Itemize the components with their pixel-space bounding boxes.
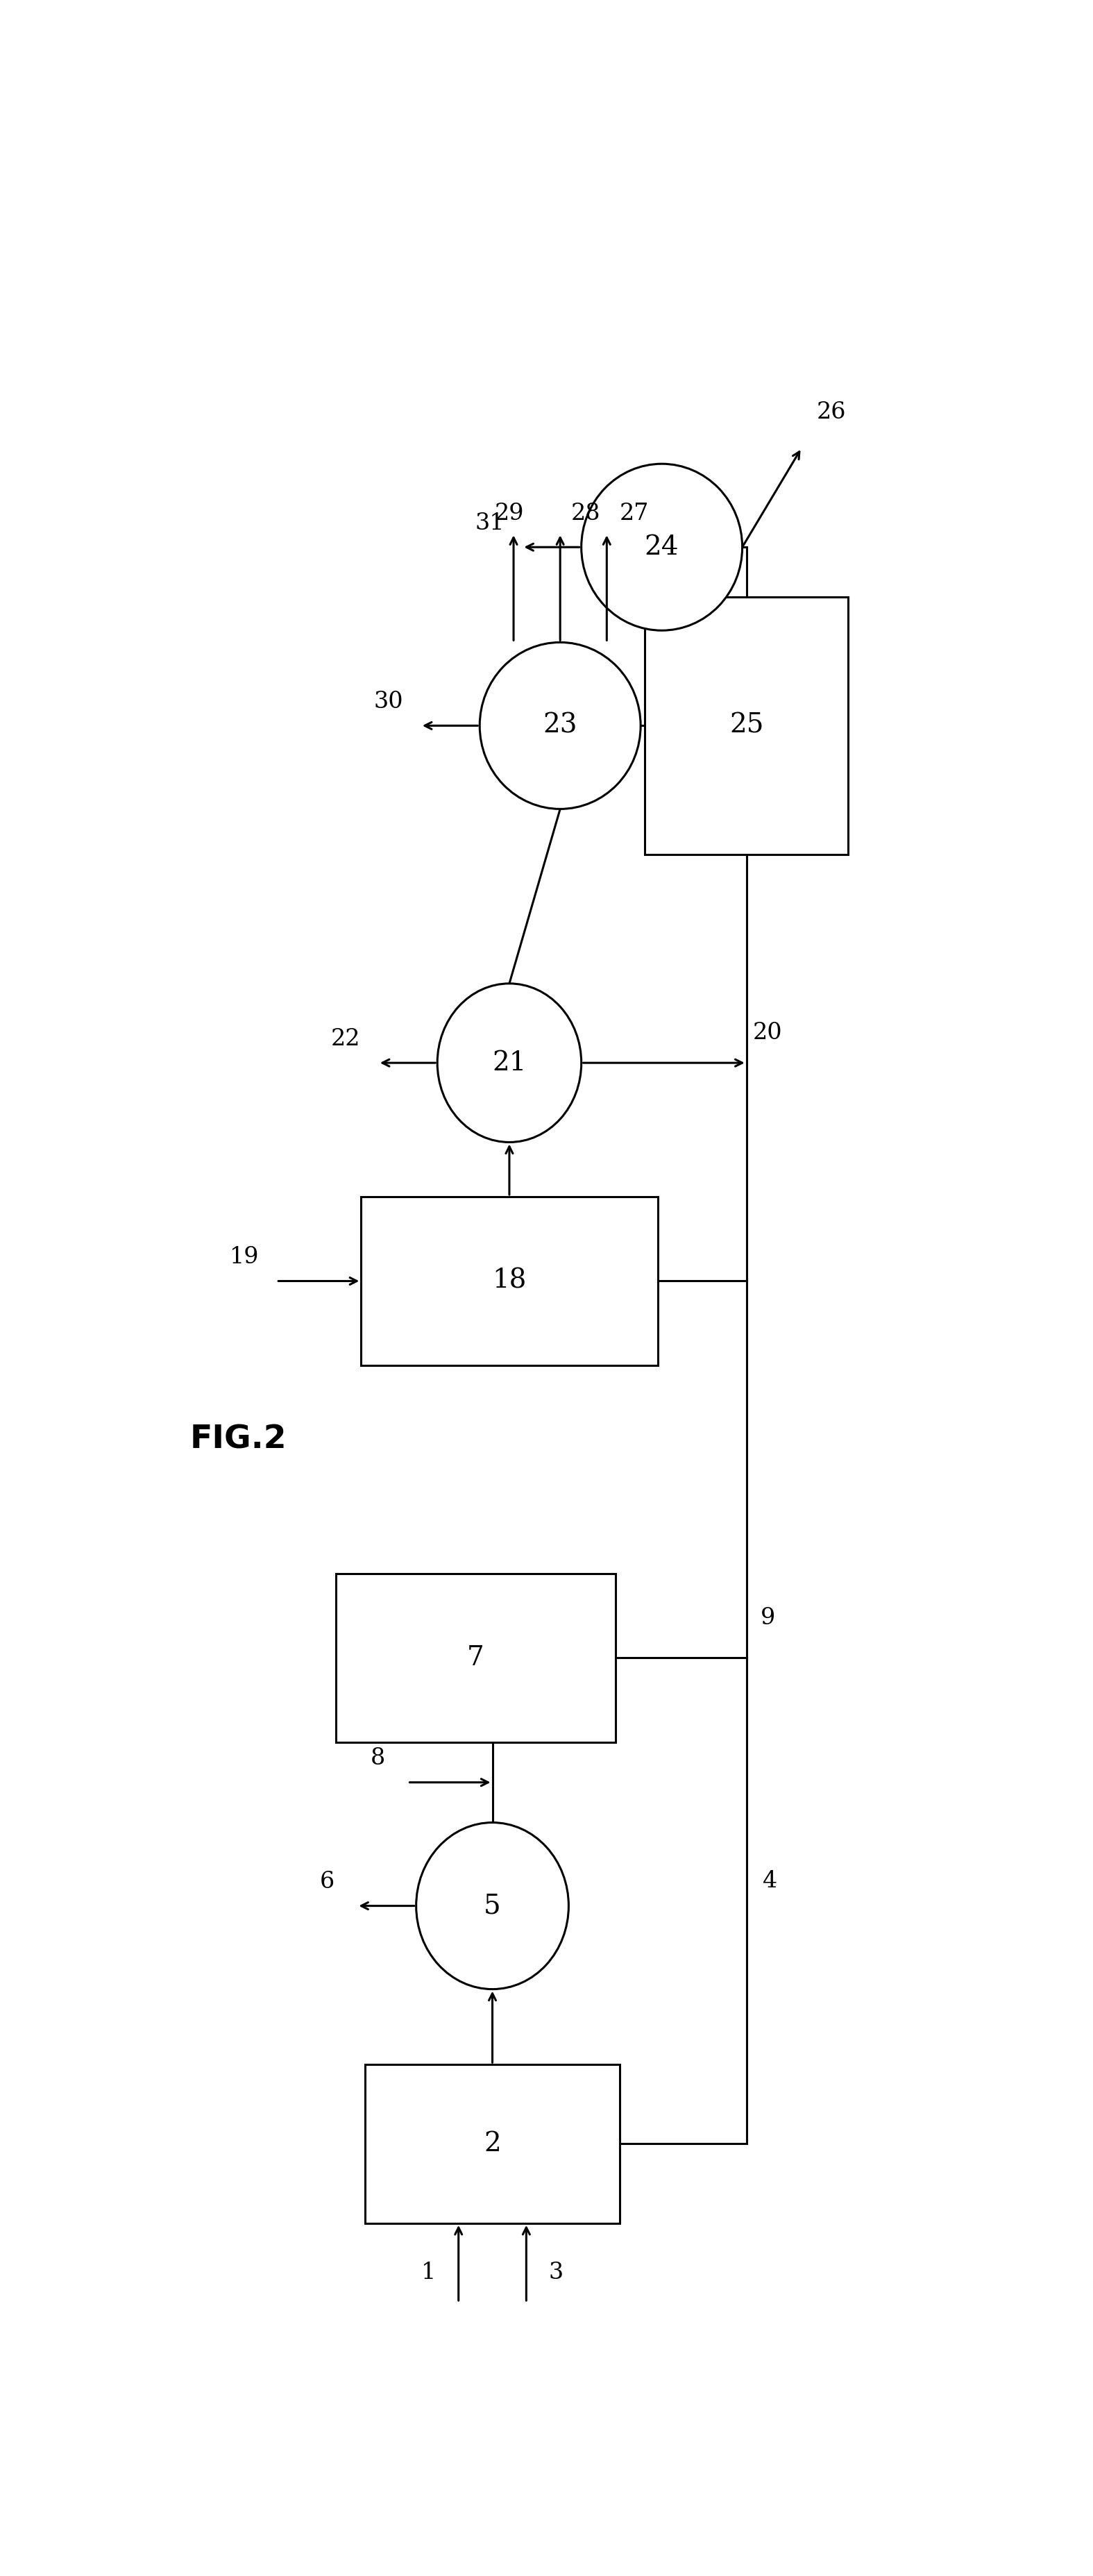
- Text: 6: 6: [320, 1870, 334, 1893]
- Text: 5: 5: [484, 1893, 501, 1919]
- Text: 8: 8: [371, 1747, 386, 1770]
- Text: 19: 19: [230, 1247, 259, 1267]
- Text: 9: 9: [761, 1607, 775, 1631]
- Text: 4: 4: [763, 1870, 777, 1893]
- Text: 3: 3: [549, 2262, 563, 2285]
- Text: 22: 22: [331, 1028, 361, 1051]
- Text: 28: 28: [571, 502, 600, 526]
- Text: FIG.2: FIG.2: [190, 1425, 286, 1455]
- Ellipse shape: [581, 464, 742, 631]
- Text: 21: 21: [492, 1051, 527, 1077]
- Text: 24: 24: [645, 533, 679, 559]
- Bar: [361, 1198, 658, 1365]
- Ellipse shape: [437, 984, 581, 1141]
- Text: 7: 7: [467, 1646, 484, 1672]
- Bar: [336, 1574, 615, 1741]
- Text: 26: 26: [816, 402, 846, 422]
- Text: 20: 20: [753, 1023, 783, 1043]
- Text: 1: 1: [422, 2262, 436, 2285]
- Ellipse shape: [416, 1824, 568, 1989]
- Text: 27: 27: [619, 502, 648, 526]
- Text: 31: 31: [475, 513, 505, 533]
- Ellipse shape: [480, 641, 640, 809]
- Text: 25: 25: [729, 714, 764, 739]
- Text: 2: 2: [484, 2130, 501, 2156]
- Bar: [365, 2063, 620, 2223]
- Text: 18: 18: [492, 1267, 527, 1293]
- Text: 23: 23: [543, 714, 577, 739]
- Bar: [645, 598, 848, 855]
- Text: 29: 29: [495, 502, 524, 526]
- Text: 30: 30: [374, 690, 403, 714]
